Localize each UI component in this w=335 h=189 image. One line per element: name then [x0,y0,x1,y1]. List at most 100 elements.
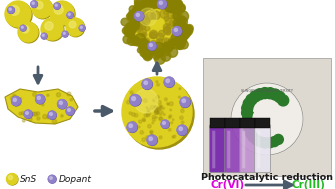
Circle shape [170,20,175,26]
Circle shape [161,111,163,114]
Circle shape [144,114,147,117]
Circle shape [171,34,178,41]
Circle shape [254,89,265,100]
Circle shape [132,29,136,32]
Circle shape [13,94,15,97]
Circle shape [47,116,50,118]
Circle shape [134,114,138,117]
Circle shape [9,5,19,15]
Circle shape [169,40,174,45]
Circle shape [164,125,167,128]
Circle shape [252,135,261,145]
Circle shape [166,30,171,35]
Circle shape [140,13,144,17]
Circle shape [168,38,176,45]
Circle shape [122,27,130,34]
Circle shape [56,93,61,97]
Circle shape [170,109,172,111]
Circle shape [5,1,31,27]
Circle shape [158,30,165,37]
Circle shape [182,99,186,102]
Circle shape [139,8,157,26]
Circle shape [163,113,165,115]
Circle shape [22,119,25,122]
Circle shape [128,10,137,19]
Circle shape [63,32,65,34]
Circle shape [18,22,38,42]
Circle shape [145,19,149,22]
Circle shape [28,117,32,121]
Circle shape [157,48,164,55]
Circle shape [48,111,56,119]
Circle shape [144,46,153,56]
Circle shape [36,94,45,104]
Circle shape [132,27,135,30]
Circle shape [172,119,174,121]
Circle shape [157,108,160,112]
Circle shape [150,139,152,140]
Circle shape [151,135,154,138]
Circle shape [259,88,270,99]
Circle shape [172,25,178,30]
Circle shape [149,30,158,39]
Circle shape [139,45,147,53]
Circle shape [67,92,71,96]
Circle shape [142,79,152,89]
Circle shape [177,23,189,35]
Circle shape [19,23,39,43]
Circle shape [163,43,168,48]
Circle shape [158,0,167,9]
Circle shape [70,98,72,101]
Circle shape [151,0,160,6]
Circle shape [42,33,47,39]
Circle shape [125,28,134,37]
Circle shape [175,23,178,26]
Circle shape [164,77,175,87]
Circle shape [48,111,56,119]
Circle shape [21,112,25,115]
Circle shape [143,48,152,56]
Circle shape [248,113,257,123]
Circle shape [68,13,70,15]
Circle shape [69,21,76,28]
Circle shape [171,0,181,10]
Circle shape [36,95,45,104]
Circle shape [157,0,166,9]
Circle shape [170,102,173,106]
Circle shape [148,124,151,128]
Circle shape [177,4,185,12]
Circle shape [127,13,132,19]
Circle shape [176,0,183,7]
Circle shape [165,18,172,25]
Circle shape [143,52,152,61]
Circle shape [164,122,166,125]
Circle shape [127,36,136,45]
FancyBboxPatch shape [255,118,270,128]
Circle shape [31,1,38,7]
Circle shape [150,131,152,133]
Circle shape [170,0,179,4]
Circle shape [162,43,171,52]
Circle shape [159,43,168,52]
Circle shape [177,12,180,15]
Circle shape [10,97,14,100]
Circle shape [13,98,16,101]
Circle shape [168,42,175,49]
Circle shape [32,2,34,4]
Circle shape [156,96,159,99]
Circle shape [167,4,175,12]
Circle shape [164,0,172,3]
Circle shape [180,36,187,43]
Circle shape [161,49,169,56]
Circle shape [124,26,135,37]
Circle shape [124,27,133,35]
Circle shape [140,0,151,11]
Circle shape [138,22,146,30]
Circle shape [147,0,158,3]
Circle shape [160,10,169,18]
Circle shape [174,28,178,31]
Circle shape [146,107,148,108]
Circle shape [244,120,254,130]
Circle shape [62,31,68,37]
FancyBboxPatch shape [240,125,256,173]
